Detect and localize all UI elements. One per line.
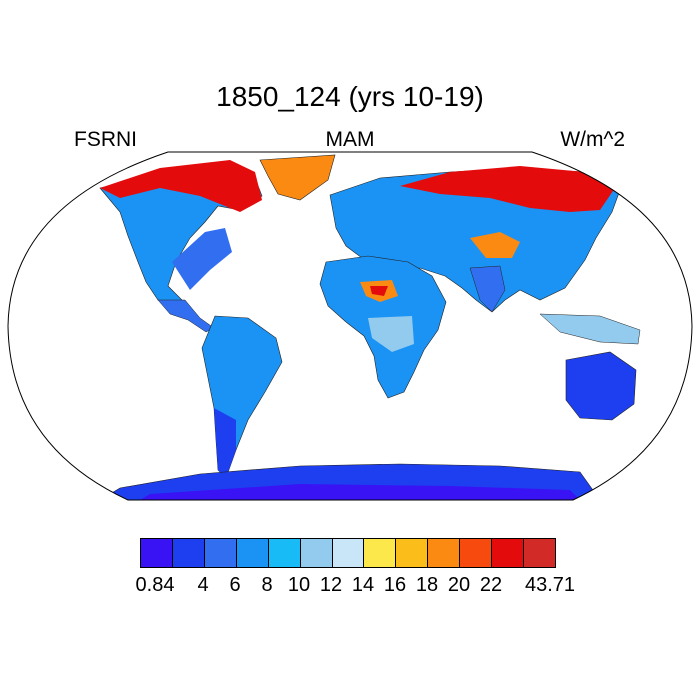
colorbar-tick-label: 0.84 — [135, 574, 175, 596]
colorbar-bin — [428, 539, 461, 567]
colorbar-bin — [332, 539, 365, 567]
map-outline — [7, 151, 693, 501]
arctic-canada-hot — [100, 160, 262, 212]
central-america — [157, 299, 215, 333]
units-label: W/m^2 — [560, 128, 625, 151]
colorbar-bin — [300, 539, 333, 567]
colorbar-tick-label: 12 — [319, 574, 343, 596]
siberia-hot — [400, 166, 615, 212]
india — [469, 265, 506, 313]
north-america-east — [172, 228, 232, 290]
australia — [565, 351, 637, 421]
colorbar-tick-label: 43.71 — [524, 574, 576, 596]
south-america-south — [214, 408, 236, 478]
colorbar — [140, 538, 556, 568]
colorbar-tick-label: 20 — [447, 574, 471, 596]
africa-central — [368, 316, 414, 352]
colorbar-bin — [141, 539, 173, 567]
variable-label: FSRNI — [74, 128, 137, 151]
colorbar-tick-label: 10 — [287, 574, 311, 596]
season-label: MAM — [325, 128, 375, 151]
colorbar-bin — [364, 539, 397, 567]
colorbar-bin — [236, 539, 269, 567]
colorbar-bin — [460, 539, 493, 567]
colorbar-tick-label: 8 — [261, 574, 273, 596]
colorbar-tick-label: 14 — [351, 574, 375, 596]
greenland — [259, 154, 336, 201]
south-america — [201, 315, 283, 479]
central-asia-warm — [470, 232, 520, 258]
colorbar-labels: 0.84 4 6 8 10 12 14 16 18 20 22 43.71 — [0, 573, 700, 599]
colorbar-bin — [492, 539, 525, 567]
colorbar-bin — [172, 539, 205, 567]
sahara-core — [370, 286, 388, 296]
indonesia — [539, 313, 641, 345]
colorbar-bin — [268, 539, 301, 567]
colorbar-tick-label: 16 — [383, 574, 407, 596]
map-data-layer — [98, 154, 641, 500]
antarctica-interior — [140, 484, 580, 500]
colorbar-tick-label: 4 — [197, 574, 209, 596]
plot-title: 1850_124 (yrs 10-19) — [216, 81, 484, 112]
colorbar-bin — [396, 539, 429, 567]
colorbar-tick-label: 18 — [415, 574, 439, 596]
colorbar-tick-label: 22 — [479, 574, 503, 596]
colorbar-tick-label: 6 — [229, 574, 241, 596]
colorbar-bin — [524, 539, 555, 567]
colorbar-bin — [204, 539, 237, 567]
